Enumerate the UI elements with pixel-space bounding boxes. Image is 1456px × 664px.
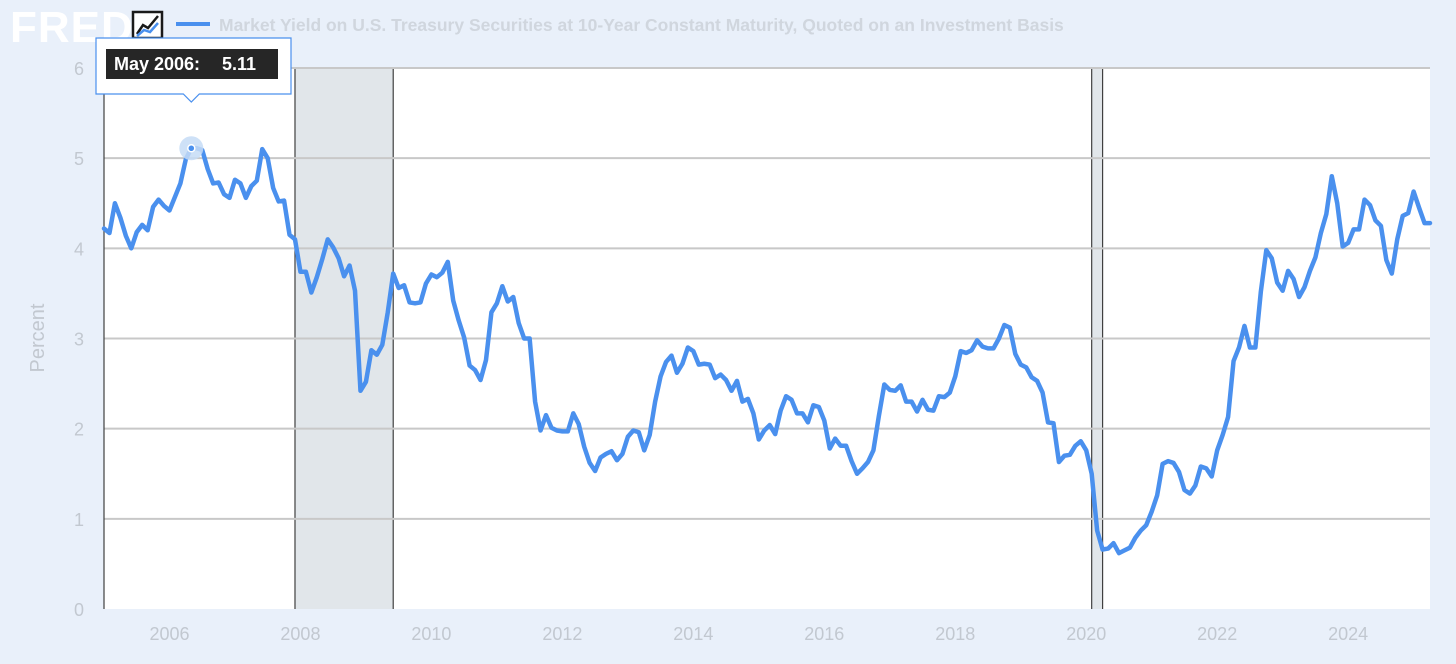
x-tick-label: 2008	[280, 624, 320, 644]
y-tick-label: 3	[74, 330, 84, 350]
x-tick-label: 2010	[411, 624, 451, 644]
x-tick-label: 2024	[1328, 624, 1368, 644]
y-tick-label: 4	[74, 239, 84, 259]
x-axis-ticks: 2006 2008 2010 2012 2014 2016 2018 2020 2022 2024	[149, 624, 1368, 644]
x-tick-label: 2022	[1197, 624, 1237, 644]
x-tick-label: 2006	[149, 624, 189, 644]
tooltip-label-bg	[106, 49, 278, 79]
chart-line-icon	[131, 10, 164, 40]
x-tick-label: 2020	[1066, 624, 1106, 644]
y-tick-label: 2	[74, 420, 84, 440]
x-tick-label: 2014	[673, 624, 713, 644]
chart-title: Market Yield on U.S. Treasury Securities…	[219, 15, 1064, 35]
y-tick-label: 6	[74, 59, 84, 79]
series-layer	[101, 136, 1433, 556]
x-tick-label: 2018	[935, 624, 975, 644]
tooltip: May 2006: 5.11	[95, 37, 292, 103]
series-line[interactable]	[101, 146, 1433, 556]
x-tick-label: 2016	[804, 624, 844, 644]
tooltip-value: 5.11	[222, 54, 256, 74]
tooltip-date: May 2006:	[114, 54, 200, 74]
x-tick-label: 2012	[542, 624, 582, 644]
y-axis-ticks: 0 1 2 3 4 5 6	[74, 59, 84, 620]
y-tick-label: 1	[74, 510, 84, 530]
y-tick-label: 0	[74, 600, 84, 620]
hover-point[interactable]	[187, 143, 196, 153]
y-axis-label: Percent	[27, 303, 49, 372]
y-tick-label: 5	[74, 149, 84, 169]
